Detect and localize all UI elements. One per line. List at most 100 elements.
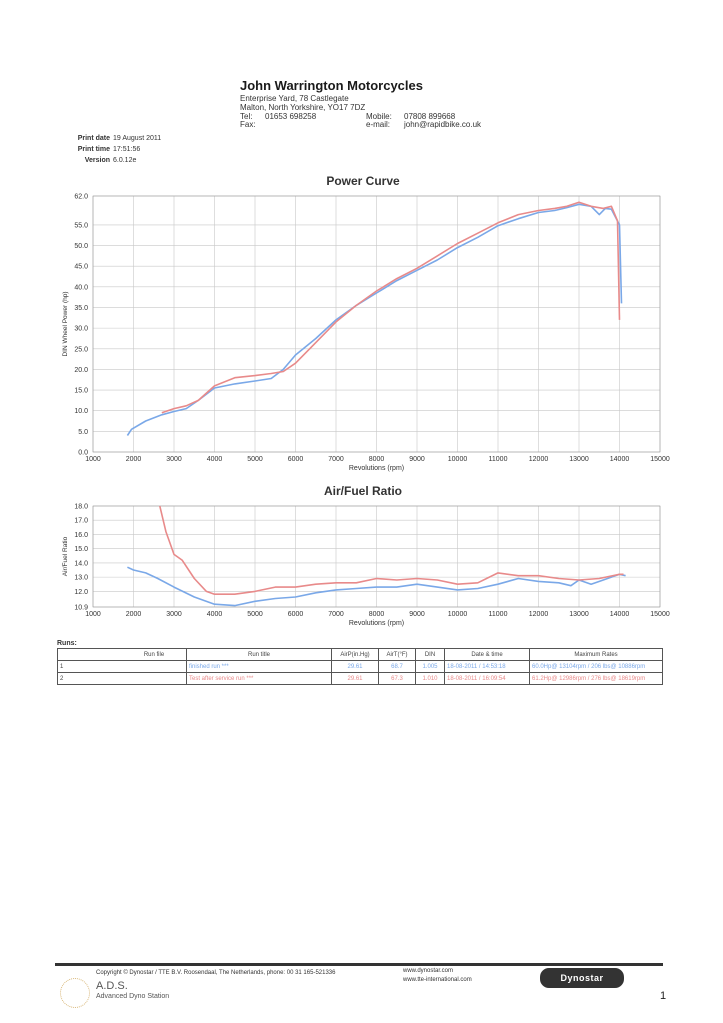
y-tick-label: 45.0 (74, 264, 88, 271)
y-tick-label: 25.0 (74, 346, 88, 353)
y-tick-label: 18.0 (74, 504, 88, 511)
x-tick-label: 3000 (166, 456, 182, 463)
y-tick-label: 17.0 (74, 518, 88, 525)
mobile-value: 07808 899668 (404, 112, 456, 121)
y-tick-label: 5.0 (78, 429, 88, 436)
run-airp: 29.61 (331, 660, 379, 673)
x-tick-label: 4000 (207, 611, 223, 618)
series-line-run-2 (159, 505, 624, 595)
runs-col-din: DIN (415, 648, 445, 661)
x-tick-label: 8000 (369, 456, 385, 463)
company-name: John Warrington Motorcycles (240, 78, 423, 93)
tel-label: Tel: (240, 112, 253, 121)
y-tick-label: 35.0 (74, 305, 88, 312)
y-axis-label: DIN Wheel Power (hp) (62, 291, 69, 356)
x-tick-label: 10000 (448, 611, 468, 618)
x-tick-label: 14000 (610, 456, 630, 463)
dynostar-logo: Dynostar (540, 968, 624, 988)
footer-web-1[interactable]: www.dynostar.com (403, 968, 454, 974)
version-value: 6.0.12e (113, 157, 137, 164)
y-tick-label: 12.0 (74, 589, 88, 596)
print-time-label: Print time (77, 146, 110, 153)
series-line-run-1 (127, 566, 626, 607)
run-airt: 67.3 (378, 672, 416, 685)
runs-col-title: Run title (186, 648, 332, 661)
runs-col-airp: AirP(in.Hg) (331, 648, 379, 661)
mobile-label: Mobile: (366, 112, 392, 121)
y-tick-label: 0.0 (78, 450, 88, 457)
run-airp: 29.61 (331, 672, 379, 685)
series-line-run-1 (126, 203, 623, 436)
power-curve-chart: 1000 2000 3000 4000 5000 6000 7000 8000 9000 1000… (62, 194, 670, 473)
x-tick-label: 2000 (126, 456, 142, 463)
runs-table: Run file Run title AirP(in.Hg) AirT(°F) … (57, 648, 663, 685)
x-tick-label: 13000 (569, 456, 589, 463)
x-tick-label: 9000 (409, 456, 425, 463)
afr-chart: 1000 2000 3000 4000 5000 6000 7000 8000 9000 1000… (62, 504, 670, 628)
x-tick-label: 15000 (650, 456, 670, 463)
runs-header-row: Run file Run title AirP(in.Hg) AirT(°F) … (57, 648, 663, 661)
run-title: finished run *** (186, 660, 332, 673)
x-tick-label: 11000 (489, 456, 508, 463)
page-number: 1 (660, 990, 667, 1002)
y-tick-label: 62.0 (74, 194, 88, 201)
y-tick-label: 16.0 (74, 532, 88, 539)
version-label: Version (84, 157, 110, 164)
run-max-rates: 60.0Hp@ 13104rpm / 206 lbs@ 10886rpm (529, 660, 663, 673)
runs-col-max: Maximum Rates (529, 648, 663, 661)
x-tick-label: 1000 (85, 611, 101, 618)
x-tick-label: 7000 (328, 456, 344, 463)
run-file (122, 672, 187, 685)
table-row[interactable]: 2 Test after service run *** 29.61 67.3 … (57, 672, 663, 685)
table-row[interactable]: 1 finished run *** 29.61 68.7 1.005 18-0… (57, 660, 663, 673)
footer-web-2[interactable]: www.tte-international.com (403, 977, 472, 983)
x-tick-label: 12000 (529, 456, 549, 463)
run-file (122, 660, 187, 673)
runs-col-date: Date & time (444, 648, 530, 661)
fax-label: Fax: (240, 120, 256, 129)
run-max-rates: 61.2Hp@ 12986rpm / 276 lbs@ 18619rpm (529, 672, 663, 685)
run-din: 1.010 (415, 672, 445, 685)
x-tick-label: 6000 (288, 456, 304, 463)
ads-title: A.D.S. (96, 980, 128, 992)
y-tick-label: 15.0 (74, 546, 88, 553)
email-label: e-mail: (366, 120, 391, 129)
y-tick-label: 40.0 (74, 284, 88, 291)
y-tick-label: 14.0 (74, 560, 88, 567)
x-tick-label: 6000 (288, 611, 304, 618)
tel-value: 01653 698258 (265, 112, 317, 121)
print-time-value: 17:51:56 (113, 146, 141, 153)
series-line-run-2 (161, 201, 621, 414)
run-airt: 68.7 (378, 660, 416, 673)
runs-col-airt: AirT(°F) (378, 648, 416, 661)
plot-frame (92, 505, 661, 608)
print-date-label: Print date (77, 135, 110, 142)
footer-copyright: Copyright © Dynostar / TTE B.V. Roosenda… (96, 970, 336, 976)
power-chart-title: Power Curve (326, 174, 400, 188)
afr-chart-title: Air/Fuel Ratio (323, 484, 402, 498)
y-tick-label: 50.0 (74, 243, 88, 250)
y-tick-label: 55.0 (74, 222, 88, 229)
y-tick-label: 20.0 (74, 367, 88, 374)
run-date: 18-08-2011 / 14:53:18 (444, 660, 530, 673)
y-axis-label: Air/Fuel Ratio (62, 536, 69, 576)
ads-subtitle: Advanced Dyno Station (96, 993, 170, 1000)
run-title: Test after service run *** (186, 672, 332, 685)
x-tick-label: 15000 (650, 611, 670, 618)
x-tick-label: 13000 (569, 611, 589, 618)
x-tick-label: 4000 (207, 456, 223, 463)
runs-col-num (57, 648, 122, 661)
x-tick-label: 2000 (126, 611, 142, 618)
x-tick-label: 12000 (529, 611, 549, 618)
y-tick-label: 10.0 (74, 408, 88, 415)
address-line-2: Malton, North Yorkshire, YO17 7DZ (240, 103, 366, 112)
email-value: john@rapidbike.co.uk (404, 120, 482, 129)
y-tick-label: 30.0 (74, 326, 88, 333)
footer-divider (55, 963, 663, 966)
plot-frame (92, 195, 661, 453)
y-tick-label: 15.0 (74, 388, 88, 395)
runs-heading: Runs: (57, 640, 77, 647)
x-tick-label: 5000 (247, 611, 263, 618)
run-din: 1.005 (415, 660, 445, 673)
x-tick-label: 8000 (369, 611, 385, 618)
